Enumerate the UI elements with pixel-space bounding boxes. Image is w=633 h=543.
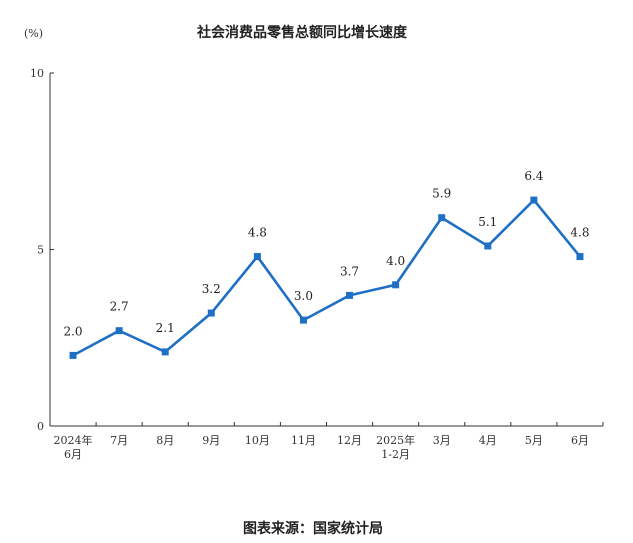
y-unit-label: (%) (24, 27, 43, 40)
data-label: 2.1 (156, 321, 175, 335)
x-tick-label: 11月 (291, 434, 316, 447)
data-point-marker (69, 351, 77, 359)
source-text: 图表来源：国家统计局 (243, 520, 383, 537)
x-tick-label-line: 8月 (156, 434, 174, 447)
x-tick-label-line: 1-2月 (381, 448, 410, 461)
x-tick-label-line: 11月 (291, 434, 316, 447)
data-point-marker (115, 327, 123, 335)
chart-title: 社会消费品零售总额同比增长速度 (196, 24, 408, 41)
data-label: 3.2 (202, 282, 221, 296)
y-tick-label: 5 (37, 244, 44, 257)
x-tick-label-line: 6月 (571, 434, 589, 447)
data-point-marker (392, 281, 400, 289)
data-point-marker (346, 291, 354, 299)
x-tick-label: 2025年 1-2月 (376, 433, 415, 461)
x-tick-label-line: 5月 (525, 434, 543, 447)
data-point-marker (438, 214, 446, 222)
x-tick-label: 8月 (156, 434, 174, 447)
x-tick-label: 4月 (479, 434, 497, 447)
x-tick-label: 6月 (571, 434, 589, 447)
x-tick-label: 7月 (110, 434, 128, 447)
data-point-marker (576, 253, 584, 261)
data-label: 4.8 (570, 226, 589, 240)
x-tick-label: 2024年 6月 (54, 433, 93, 461)
x-tick-label-line: 4月 (479, 434, 497, 447)
x-tick-label: 5月 (525, 434, 543, 447)
data-label: 3.7 (340, 264, 359, 278)
x-tick-label-line: 10月 (245, 434, 270, 447)
data-label: 3.0 (294, 289, 313, 303)
data-point-marker (484, 242, 492, 250)
data-label: 5.9 (432, 187, 451, 201)
x-tick-label: 3月 (433, 434, 451, 447)
x-tick-label-line: 12月 (337, 434, 362, 447)
x-tick-label: 9月 (202, 434, 220, 447)
data-label: 4.8 (248, 226, 267, 240)
data-label: 2.0 (63, 324, 82, 338)
series-line: 2.0 2.7 2.1 3.2 4.8 3.0 3.7 4.0 5.9 5.1 6.4 4.8 (63, 169, 590, 359)
x-tick-label-line: 7月 (110, 434, 128, 447)
y-tick-label: 10 (30, 67, 44, 80)
data-point-marker (299, 316, 307, 324)
series-polyline (72, 198, 581, 357)
data-label: 4.0 (386, 254, 405, 268)
x-tick-label: 12月 (337, 434, 362, 447)
x-tick-label-line: 3月 (433, 434, 451, 447)
data-point-marker (530, 196, 538, 204)
data-point-marker (253, 253, 261, 261)
x-tick-label: 10月 (245, 434, 270, 447)
y-tick-label: 0 (37, 420, 44, 433)
data-point-marker (161, 348, 169, 356)
x-tick-label-line: 2025年 (376, 433, 415, 447)
data-label: 2.7 (110, 300, 129, 314)
x-tick-label-line: 2024年 (54, 433, 93, 447)
data-label: 6.4 (524, 169, 543, 183)
data-label: 5.1 (478, 215, 497, 229)
x-tick-label-line: 6月 (64, 448, 82, 461)
x-tick-label-line: 9月 (202, 434, 220, 447)
data-point-marker (207, 309, 215, 317)
